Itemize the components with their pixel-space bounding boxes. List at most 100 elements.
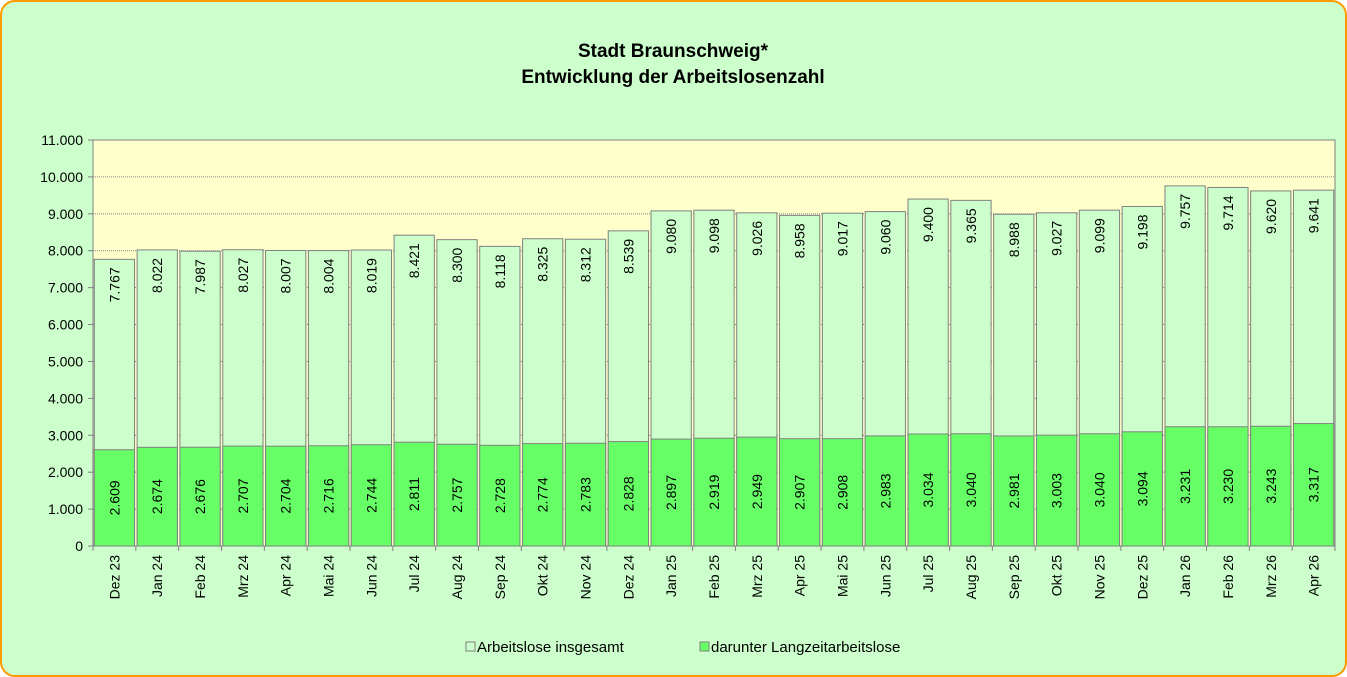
bar <box>1207 426 1249 547</box>
value-label: 8.539 <box>620 239 636 274</box>
value-label: 9.714 <box>1220 195 1236 230</box>
value-label: 2.907 <box>792 475 808 510</box>
bar <box>1078 433 1121 547</box>
value-label: 3.040 <box>963 472 979 507</box>
value-label: 9.365 <box>963 208 979 243</box>
legend-swatch <box>699 641 710 652</box>
y-tick-label: 3.000 <box>48 427 83 443</box>
bar <box>1121 431 1163 547</box>
value-label: 9.017 <box>834 221 850 256</box>
value-label: 2.609 <box>106 480 122 515</box>
bar <box>522 443 564 547</box>
value-label: 2.949 <box>749 474 765 509</box>
value-label: 8.004 <box>321 258 337 293</box>
value-label: 9.757 <box>1177 194 1193 229</box>
x-tick-label: Nov 25 <box>1091 555 1107 600</box>
value-label: 8.312 <box>578 247 594 282</box>
y-tick-label: 6.000 <box>48 317 83 333</box>
bar <box>607 441 649 547</box>
bar <box>265 445 307 547</box>
x-tick-label: Jan 26 <box>1177 555 1193 597</box>
bar <box>1164 426 1206 547</box>
value-label: 2.757 <box>449 477 465 512</box>
value-label: 3.243 <box>1263 468 1279 503</box>
value-label: 2.919 <box>706 474 722 509</box>
value-label: 7.987 <box>192 259 208 294</box>
value-label: 2.783 <box>578 477 594 512</box>
bar <box>993 435 1035 547</box>
value-label: 3.094 <box>1134 471 1150 506</box>
value-label: 8.027 <box>235 258 251 293</box>
value-label: 8.300 <box>449 247 465 282</box>
value-label: 2.908 <box>834 475 850 510</box>
x-tick-label: Dez 25 <box>1134 555 1150 600</box>
x-tick-label: Jul 25 <box>920 555 936 593</box>
bar <box>736 436 778 547</box>
value-label: 9.026 <box>749 221 765 256</box>
y-tick-label: 1.000 <box>48 501 83 517</box>
value-label: 3.034 <box>920 472 936 507</box>
value-label: 9.620 <box>1263 199 1279 234</box>
value-label: 9.027 <box>1049 221 1065 256</box>
x-tick-label: Feb 26 <box>1220 555 1236 599</box>
bar <box>479 444 521 547</box>
x-tick-label: Mrz 26 <box>1263 555 1279 598</box>
x-tick-label: Mrz 25 <box>749 555 765 598</box>
value-label: 3.040 <box>1091 472 1107 507</box>
value-label: 8.019 <box>363 258 379 293</box>
value-label: 9.641 <box>1306 198 1322 233</box>
value-label: 2.707 <box>235 478 251 513</box>
bar <box>564 442 607 547</box>
value-label: 2.704 <box>278 478 294 513</box>
x-tick-label: Mai 25 <box>834 555 850 597</box>
value-label: 8.421 <box>406 243 422 278</box>
value-label: 8.958 <box>792 223 808 258</box>
x-tick-label: Apr 24 <box>278 555 294 596</box>
y-tick-label: 9.000 <box>48 206 83 222</box>
legend-label: Arbeitslose insgesamt <box>477 639 625 656</box>
value-label: 2.983 <box>877 473 893 508</box>
value-label: 9.098 <box>706 218 722 253</box>
value-label: 2.676 <box>192 479 208 514</box>
value-label: 8.118 <box>492 254 508 288</box>
x-tick-label: Apr 26 <box>1306 555 1322 596</box>
value-label: 2.897 <box>663 475 679 510</box>
y-tick-label: 11.000 <box>41 132 83 148</box>
x-tick-label: Jan 24 <box>149 555 165 597</box>
y-tick-label: 5.000 <box>48 353 83 369</box>
value-label: 9.099 <box>1091 218 1107 253</box>
value-label: 3.230 <box>1220 469 1236 504</box>
x-tick-label: Nov 24 <box>578 555 594 600</box>
y-tick-label: 0 <box>75 538 83 554</box>
bar <box>650 438 692 547</box>
x-tick-label: Jun 24 <box>363 555 379 597</box>
bar <box>1035 434 1078 547</box>
x-tick-label: Okt 25 <box>1049 555 1065 596</box>
value-label: 2.828 <box>620 476 636 511</box>
bar <box>179 446 221 547</box>
value-label: 8.007 <box>278 258 294 293</box>
bar <box>950 433 992 547</box>
value-label: 8.988 <box>1006 222 1022 257</box>
x-tick-label: Feb 25 <box>706 555 722 599</box>
x-tick-label: Jul 24 <box>406 555 422 593</box>
x-tick-label: Apr 25 <box>792 555 808 596</box>
legend-label: darunter Langzeitarbeitslose <box>711 639 900 656</box>
value-label: 2.728 <box>492 478 508 513</box>
x-tick-label: Okt 24 <box>535 555 551 596</box>
x-tick-label: Dez 24 <box>620 555 636 600</box>
y-tick-label: 10.000 <box>40 169 83 185</box>
value-label: 8.325 <box>535 247 551 282</box>
chart-title: Stadt Braunschweig* <box>578 41 769 62</box>
bar <box>393 441 435 547</box>
value-label: 9.080 <box>663 219 679 254</box>
value-label: 2.744 <box>363 478 379 513</box>
bar <box>779 438 821 547</box>
value-label: 9.400 <box>920 207 936 242</box>
value-label: 8.022 <box>149 258 165 293</box>
y-tick-label: 4.000 <box>48 390 83 406</box>
value-label: 3.231 <box>1177 469 1193 504</box>
bar <box>93 449 136 547</box>
bar <box>864 435 906 547</box>
